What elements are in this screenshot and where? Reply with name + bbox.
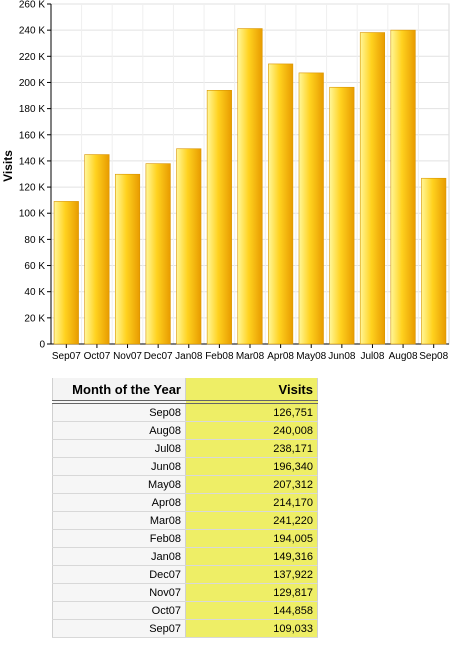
y-tick-label: 80 K xyxy=(24,235,45,246)
y-tick-label: 120 K xyxy=(19,183,45,194)
bar-Sep07[interactable] xyxy=(53,201,79,345)
month-cell: Mar08 xyxy=(52,511,186,530)
visits-cell: 240,008 xyxy=(185,421,318,440)
table-row: Jun08 196,340 xyxy=(52,457,318,476)
table-row: Aug08 240,008 xyxy=(52,421,318,440)
x-tick-label: Apr08 xyxy=(267,351,294,362)
visits-cell: 194,005 xyxy=(185,529,318,548)
y-tick-label: 180 K xyxy=(19,104,45,115)
y-axis-label: Visits xyxy=(1,150,15,182)
x-tick-label: Nov07 xyxy=(113,351,142,362)
table-row: Apr08 214,170 xyxy=(52,493,318,512)
month-cell: Sep07 xyxy=(52,619,186,638)
table-row: Sep07 109,033 xyxy=(52,619,318,638)
y-tick-label: 0 xyxy=(39,340,45,351)
y-tick-label: 160 K xyxy=(19,130,45,141)
table-body: Sep08 126,751 Aug08 240,008 Jul08 238,171 Jun0… xyxy=(52,402,318,638)
month-cell: Jun08 xyxy=(52,457,186,476)
visits-column-header[interactable]: Visits xyxy=(185,378,318,404)
table-row: Dec07 137,922 xyxy=(52,565,318,584)
visits-table-container: Month of the Year Visits Sep08 126,751 Aug… xyxy=(52,378,318,638)
y-tick-label: 260 K xyxy=(19,0,45,11)
table-row: Sep08 126,751 xyxy=(52,402,318,422)
x-tick-label: Oct07 xyxy=(84,351,111,362)
y-tick-label: 20 K xyxy=(24,313,45,324)
visits-cell: 207,312 xyxy=(185,475,318,494)
visits-table: Month of the Year Visits Sep08 126,751 Aug… xyxy=(52,378,318,638)
bar-Apr08[interactable] xyxy=(268,63,294,345)
bar-May08[interactable] xyxy=(298,72,324,345)
y-tick-label: 40 K xyxy=(24,287,45,298)
month-cell: Jan08 xyxy=(52,547,186,566)
visits-cell: 149,316 xyxy=(185,547,318,566)
y-tick-label: 100 K xyxy=(19,209,45,220)
x-tick-label: May08 xyxy=(296,351,326,362)
bar-Dec07[interactable] xyxy=(145,163,171,345)
table-row: Jan08 149,316 xyxy=(52,547,318,566)
visits-cell: 241,220 xyxy=(185,511,318,530)
visits-bar-chart: 0 20 K 40 K 60 K 80 K 100 K 120 K 140 K 160 K 180… xyxy=(1,0,450,362)
x-tick-label: Jul08 xyxy=(361,351,385,362)
visits-cell: 109,033 xyxy=(185,619,318,638)
month-cell: Nov07 xyxy=(52,583,186,602)
month-cell: May08 xyxy=(52,475,186,494)
bar-Sep08[interactable] xyxy=(421,177,447,345)
month-cell: Dec07 xyxy=(52,565,186,584)
visits-cell: 238,171 xyxy=(185,439,318,458)
y-tick-label: 140 K xyxy=(19,156,45,167)
bar-Mar08[interactable] xyxy=(237,28,263,345)
x-tick-label: Jan08 xyxy=(175,351,203,362)
month-cell: Feb08 xyxy=(52,529,186,548)
table-row: Oct07 144,858 xyxy=(52,601,318,620)
bar-Nov07[interactable] xyxy=(114,173,141,345)
month-cell: Jul08 xyxy=(52,439,186,458)
visits-cell: 214,170 xyxy=(185,493,318,512)
x-tick-labels: Sep07 Oct07 Nov07 Dec07 Jan08 Feb08 Mar08 Apr08… xyxy=(52,351,449,362)
visits-cell: 137,922 xyxy=(185,565,318,584)
bar-Feb08[interactable] xyxy=(206,90,232,345)
visits-cell: 196,340 xyxy=(185,457,318,476)
table-row: Mar08 241,220 xyxy=(52,511,318,530)
bars xyxy=(53,28,447,345)
visits-cell: 129,817 xyxy=(185,583,318,602)
x-tick-label: Sep07 xyxy=(52,351,81,362)
y-tick-label: 240 K xyxy=(19,26,45,37)
x-tick-label: Mar08 xyxy=(236,351,265,362)
month-cell: Aug08 xyxy=(52,421,186,440)
x-tick-label: Feb08 xyxy=(205,351,234,362)
table-row: Nov07 129,817 xyxy=(52,583,318,602)
x-tick-label: Jun08 xyxy=(328,351,356,362)
table-row: Feb08 194,005 xyxy=(52,529,318,548)
y-tick-label: 220 K xyxy=(19,52,45,63)
x-tick-label: Aug08 xyxy=(389,351,418,362)
table-row: Jul08 238,171 xyxy=(52,439,318,458)
table-header-row: Month of the Year Visits xyxy=(52,378,318,404)
visits-cell: 126,751 xyxy=(185,402,318,422)
y-tick-labels: 0 20 K 40 K 60 K 80 K 100 K 120 K 140 K 160 K 180… xyxy=(19,0,46,351)
month-cell: Oct07 xyxy=(52,601,186,620)
y-tick-label: 60 K xyxy=(24,261,45,272)
bar-Jan08[interactable] xyxy=(176,148,202,345)
month-cell: Sep08 xyxy=(52,402,186,422)
y-tick-label: 200 K xyxy=(19,78,45,89)
bar-Jun08[interactable] xyxy=(329,86,355,345)
bar-Oct07[interactable] xyxy=(84,154,110,345)
visits-cell: 144,858 xyxy=(185,601,318,620)
month-column-header[interactable]: Month of the Year xyxy=(52,378,186,404)
bar-Jul08[interactable] xyxy=(359,32,386,345)
month-cell: Apr08 xyxy=(52,493,186,512)
x-tick-label: Sep08 xyxy=(419,351,448,362)
x-tick-label: Dec07 xyxy=(144,351,173,362)
table-row: May08 207,312 xyxy=(52,475,318,494)
bar-Aug08[interactable] xyxy=(390,29,416,345)
